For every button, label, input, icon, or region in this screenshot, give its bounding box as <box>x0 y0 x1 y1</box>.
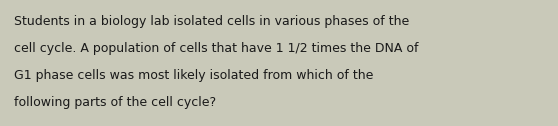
Text: Students in a biology lab isolated cells in various phases of the: Students in a biology lab isolated cells… <box>14 15 409 28</box>
Text: cell cycle. A population of cells that have 1 1/2 times the DNA of: cell cycle. A population of cells that h… <box>14 42 418 55</box>
Text: following parts of the cell cycle?: following parts of the cell cycle? <box>14 96 216 109</box>
Text: G1 phase cells was most likely isolated from which of the: G1 phase cells was most likely isolated … <box>14 69 373 82</box>
